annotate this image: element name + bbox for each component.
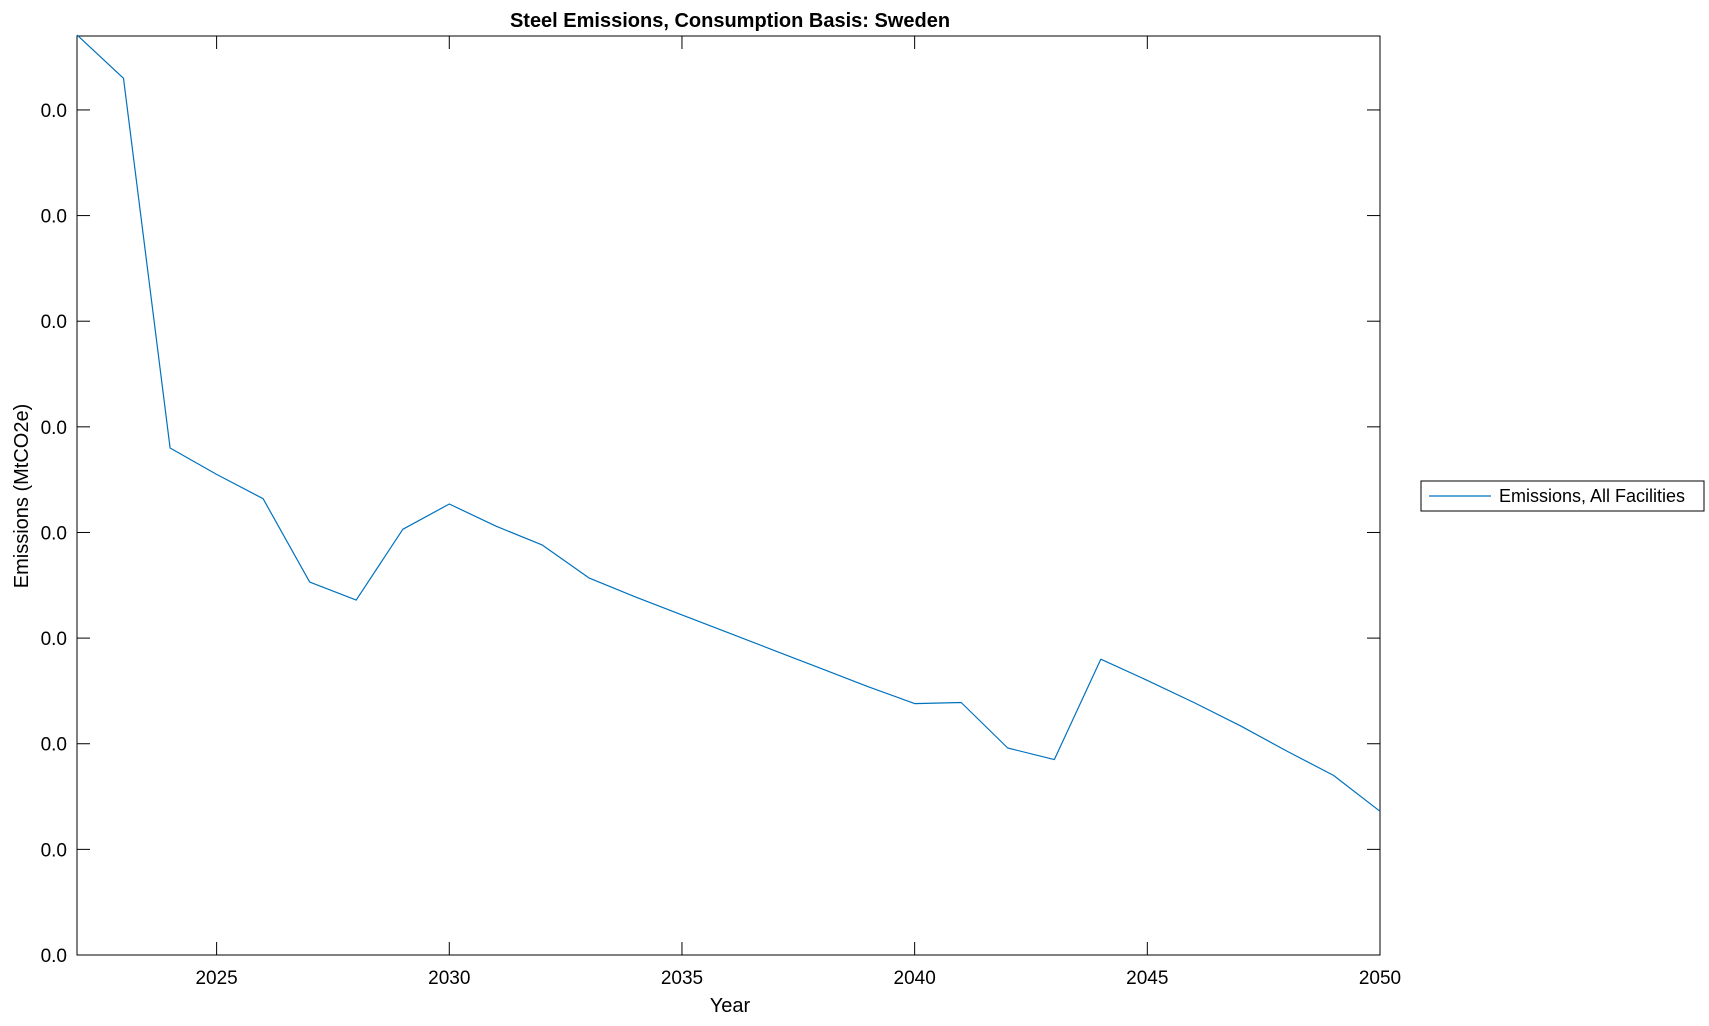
y-tick-label: 0.0 — [41, 629, 67, 650]
y-tick-label: 0.0 — [41, 735, 67, 756]
y-axis-label: Emissions (MtCO2e) — [11, 404, 33, 588]
y-tick-label: 0.0 — [41, 840, 67, 861]
x-tick-label: 2040 — [894, 968, 936, 989]
x-tick-label: 2025 — [195, 968, 237, 989]
chart-title: Steel Emissions, Consumption Basis: Swed… — [510, 10, 950, 32]
y-tick-label: 0.0 — [41, 418, 67, 439]
legend-label: Emissions, All Facilities — [1499, 486, 1685, 506]
plot-area: 2025 2030 2035 2040 2045 2050 0.0 0.0 0.0 0.0 0.0 0… — [41, 34, 1401, 989]
x-tick-label: 2045 — [1126, 968, 1168, 989]
y-tick-label: 0.0 — [41, 207, 67, 228]
legend: Emissions, All Facilities — [1420, 480, 1705, 512]
y-tick-label: 0.0 — [41, 101, 67, 122]
y-tick-label: 0.0 — [41, 523, 67, 544]
y-tick-label: 0.0 — [41, 312, 67, 333]
x-axis-label: Year — [710, 995, 751, 1017]
y-tick-label: 0.0 — [41, 946, 67, 967]
x-tick-label: 2035 — [661, 968, 703, 989]
x-tick-label: 2050 — [1359, 968, 1401, 989]
axes-frame — [76, 35, 1381, 956]
x-tick-label: 2030 — [428, 968, 470, 989]
series-line — [76, 34, 1381, 812]
